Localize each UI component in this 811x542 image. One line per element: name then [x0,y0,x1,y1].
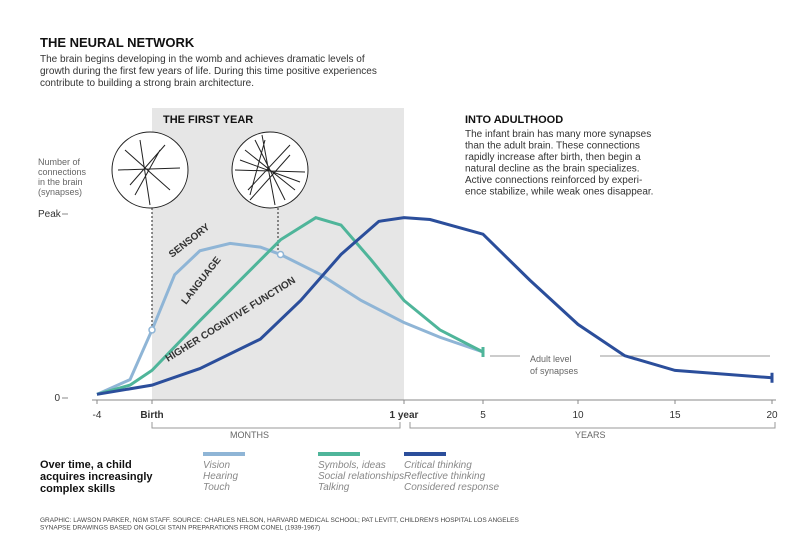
subtitle: growth during the first few years of lif… [40,66,377,77]
section-text: natural decline as the brain specializes… [465,164,640,175]
series-line [96,216,484,396]
subtitle: contribute to building a strong brain ar… [40,78,254,89]
series-line [96,216,773,396]
section-right: INTO ADULTHOOD [465,114,563,126]
x-tick-label: 15 [669,410,681,421]
section-text: The infant brain has many more synapses [465,129,651,140]
y-axis-label: (synapses) [38,187,82,197]
subtitle: The brain begins developing in the womb … [40,54,365,65]
section-text: Active connections reinforced by experi- [465,175,642,186]
legend-swatch [318,452,360,456]
credits: SYNAPSE DRAWINGS BASED ON GOLGI STAIN PR… [40,525,320,532]
x-tick-label: -4 [93,410,102,421]
legend-item: Vision [203,460,230,471]
section-left: THE FIRST YEAR [163,114,253,126]
synapse-drawing [111,131,309,330]
y-tick-label: Peak [38,209,62,220]
legend-swatch [203,452,245,456]
y-tick-label: 0 [54,393,60,404]
legend-item: Critical thinking [404,460,472,471]
legend-title: complex skills [40,483,115,495]
legend-item: Considered response [404,482,499,493]
section-text: than the adult brain. These connections [465,141,640,152]
y-axis-label: in the brain [38,177,83,187]
x-tick-label: 20 [766,410,778,421]
x-tick-label: Birth [140,410,163,421]
legend-item: Talking [318,482,350,493]
y-axis-label: Number of [38,157,81,167]
legend-item: Symbols, ideas [318,460,386,471]
marker [148,326,156,334]
y-axis-label: connections [38,167,87,177]
section-text: rapidly increase after birth, then begin… [465,152,641,163]
section-text: ence stabilize, while weak ones disappea… [465,187,653,198]
x-tick-label: 1 year [390,410,419,421]
legend-item: Hearing [203,471,238,482]
legend-item: Social relationships [318,471,404,482]
x-tick-label: 10 [572,410,584,421]
axis-brackets [151,422,776,429]
credits: GRAPHIC: LAWSON PARKER, NGM STAFF. SOURC… [40,517,520,524]
marker [276,250,285,259]
chart-title: THE NEURAL NETWORK [40,35,195,50]
legend-item: Reflective thinking [404,471,486,482]
x-label-years: YEARS [575,430,606,440]
legend-title: acquires increasingly [40,471,153,483]
legend-title: Over time, a child [40,459,132,471]
legend-swatch [404,452,446,456]
x-tick-label: 5 [480,410,486,421]
legend-item: Touch [203,482,230,493]
annotation: of synapses [530,366,579,376]
annotation: Adult level [530,354,572,364]
x-label-months: MONTHS [230,430,269,440]
